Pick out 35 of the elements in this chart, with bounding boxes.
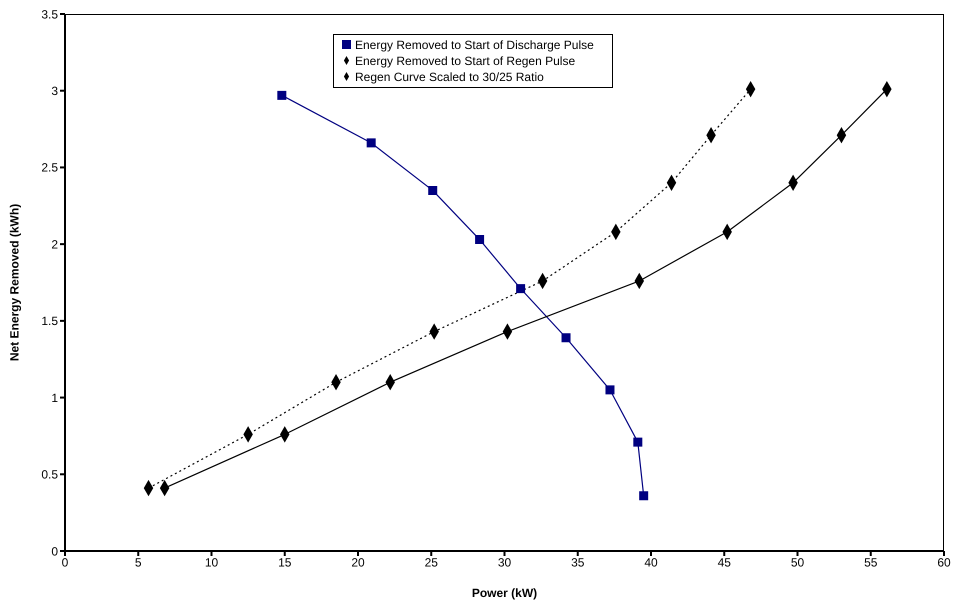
x-tick-label: 20	[351, 556, 365, 570]
point	[562, 333, 571, 342]
legend-label: Regen Curve Scaled to 30/25 Ratio	[355, 70, 544, 84]
point	[366, 138, 376, 148]
point	[428, 186, 438, 195]
y-tick-label: 3	[51, 84, 58, 98]
point	[605, 385, 614, 394]
x-tick-label: 40	[644, 556, 658, 570]
y-axis-title: Net Energy Removed (kWh)	[7, 204, 22, 362]
x-tick-label: 55	[864, 556, 878, 570]
y-tick-label: 2.5	[41, 160, 58, 175]
point	[475, 235, 484, 244]
x-tick-label: 25	[424, 556, 438, 570]
y-tick-label: 1	[51, 390, 58, 405]
x-tick-label: 30	[498, 556, 512, 570]
legend-label: Energy Removed to Start of Regen Pulse	[355, 54, 576, 68]
x-axis-title: Power (kW)	[472, 586, 538, 600]
x-tick-label: 15	[278, 556, 292, 570]
y-tick-label: 2	[51, 237, 58, 252]
x-tick-label: 10	[204, 556, 218, 570]
x-tick-label: 35	[571, 556, 585, 570]
point	[639, 491, 648, 500]
x-tick-label: 50	[790, 556, 804, 570]
y-tick-label: 1.5	[41, 314, 58, 328]
x-tick-label: 60	[937, 556, 951, 570]
y-tick-label: 0	[51, 544, 58, 558]
y-tick-label: 0.5	[41, 468, 58, 482]
point	[633, 438, 642, 447]
point	[516, 284, 526, 294]
x-tick-label: 45	[718, 556, 732, 570]
x-tick-label: 5	[134, 556, 142, 570]
point	[277, 90, 286, 100]
y-tick-label: 3.5	[41, 7, 58, 22]
x-tick-label: 0	[62, 556, 69, 570]
legend-label: Energy Removed to Start of Discharge Pulse	[355, 38, 594, 52]
